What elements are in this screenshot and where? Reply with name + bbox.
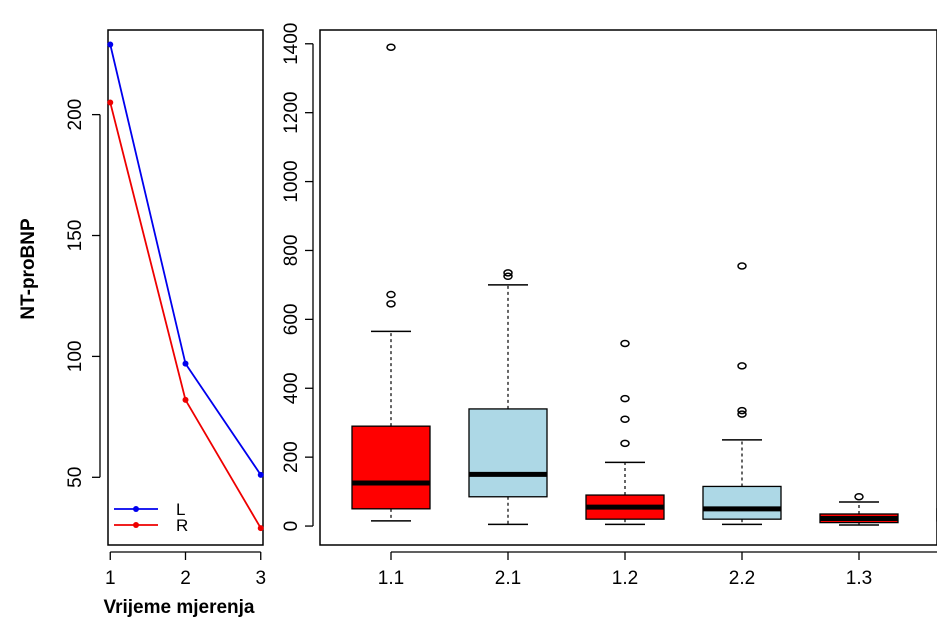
- box-2.2: [702, 262, 782, 526]
- line-point-L: [107, 41, 114, 48]
- box-outlier: [620, 339, 630, 348]
- box-outlier: [620, 439, 630, 448]
- box-1.3: [819, 493, 899, 526]
- box-x-tick-label: 1.3: [846, 568, 872, 589]
- box-1.1: [351, 43, 431, 522]
- box-outlier: [620, 415, 630, 424]
- box-2.1: [468, 269, 548, 526]
- line-x-tick-label: 3: [255, 568, 266, 589]
- box-y-tick-label: 400: [281, 372, 302, 404]
- line-point-R: [257, 525, 264, 532]
- box-outlier: [737, 362, 747, 370]
- box-outlier: [386, 300, 396, 308]
- box-outlier: [620, 394, 630, 403]
- line-plot-frame: [107, 29, 264, 546]
- box-outlier: [386, 290, 396, 299]
- legend-marker-R: [133, 522, 139, 528]
- line-y-axis: 50 100 150 200: [65, 99, 101, 488]
- boxplot-x-axis: 1.12.11.22.21.32.3: [378, 551, 937, 589]
- box-y-tick-label: 1000: [281, 160, 302, 202]
- line-point-R: [182, 396, 189, 403]
- box-y-tick-label: 0: [281, 521, 302, 532]
- line-series-R: [109, 102, 262, 529]
- x-axis-title: Vrijeme mjerenja: [103, 597, 254, 618]
- box-y-tick-label: 200: [281, 441, 302, 473]
- line-y-tick-label: 200: [65, 99, 86, 131]
- line-series-group: [107, 41, 264, 532]
- box-outlier: [386, 43, 396, 51]
- line-point-R: [107, 99, 114, 106]
- box-1.2: [585, 339, 665, 526]
- box-x-tick-label: 1.2: [612, 568, 638, 589]
- box-x-tick-label: 2.2: [729, 568, 755, 589]
- box-iqr: [468, 408, 548, 498]
- line-x-tick-label: 1: [105, 568, 116, 589]
- y-axis-title: NT-proBNP: [18, 218, 39, 320]
- legend-label-R: R: [176, 516, 188, 535]
- box-x-tick-label: 2.1: [495, 568, 521, 589]
- line-y-tick-label: 100: [65, 341, 86, 373]
- box-iqr: [702, 485, 782, 520]
- boxplot-panel: 0 200 400 600 800 1000 1200 1400 1.1 2.1 1.2 2.2 1.…: [281, 23, 937, 589]
- box-y-tick-label: 1400: [281, 23, 302, 65]
- box-outlier: [503, 269, 513, 277]
- legend-marker-L: [133, 506, 139, 512]
- line-chart-panel: 50 100 150 200 1 2 3 LR: [65, 29, 266, 589]
- boxplot-y-axis: 0 200 400 600 800 1000 1200 1400: [281, 23, 314, 532]
- box-outlier: [503, 272, 513, 281]
- box-outlier: [854, 493, 864, 501]
- box-x-tick-label: 1.1: [378, 568, 404, 589]
- box-outlier: [737, 262, 747, 270]
- line-y-tick-label: 50: [65, 467, 86, 488]
- box-y-tick-label: 600: [281, 304, 302, 336]
- line-x-axis: 1 2 3: [105, 551, 266, 589]
- line-point-L: [257, 471, 264, 478]
- box-outlier: [737, 406, 747, 415]
- boxplot-boxes-group: [351, 43, 937, 526]
- line-x-tick-label: 2: [180, 568, 191, 589]
- line-legend: LR: [114, 500, 188, 535]
- legend-label-L: L: [176, 500, 185, 519]
- box-y-tick-label: 800: [281, 235, 302, 267]
- box-outlier: [737, 410, 747, 418]
- line-point-L: [182, 360, 189, 367]
- line-y-tick-label: 150: [65, 220, 86, 252]
- box-y-tick-label: 1200: [281, 92, 302, 134]
- box-iqr: [351, 425, 431, 510]
- line-series-L: [109, 44, 262, 476]
- boxplot-frame: [319, 29, 937, 546]
